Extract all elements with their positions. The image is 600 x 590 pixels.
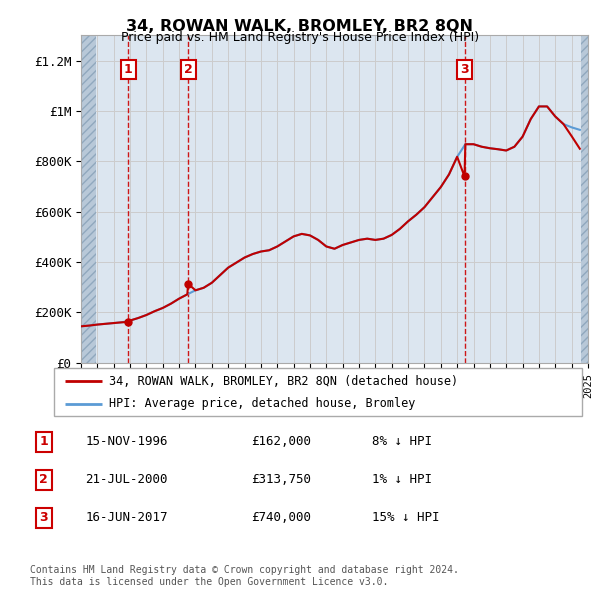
Text: 8% ↓ HPI: 8% ↓ HPI: [372, 435, 432, 448]
Text: £162,000: £162,000: [251, 435, 311, 448]
Text: 1: 1: [40, 435, 48, 448]
Text: 3: 3: [460, 63, 469, 76]
Text: 16-JUN-2017: 16-JUN-2017: [85, 512, 168, 525]
Text: Price paid vs. HM Land Registry's House Price Index (HPI): Price paid vs. HM Land Registry's House …: [121, 31, 479, 44]
Text: 2: 2: [184, 63, 193, 76]
Text: Contains HM Land Registry data © Crown copyright and database right 2024.
This d: Contains HM Land Registry data © Crown c…: [30, 565, 459, 587]
Text: 2: 2: [40, 473, 48, 486]
Text: 34, ROWAN WALK, BROMLEY, BR2 8QN (detached house): 34, ROWAN WALK, BROMLEY, BR2 8QN (detach…: [109, 375, 458, 388]
Text: 15% ↓ HPI: 15% ↓ HPI: [372, 512, 440, 525]
Text: 3: 3: [40, 512, 48, 525]
Text: HPI: Average price, detached house, Bromley: HPI: Average price, detached house, Brom…: [109, 397, 416, 411]
Text: 15-NOV-1996: 15-NOV-1996: [85, 435, 168, 448]
Text: £740,000: £740,000: [251, 512, 311, 525]
Text: 34, ROWAN WALK, BROMLEY, BR2 8QN: 34, ROWAN WALK, BROMLEY, BR2 8QN: [127, 19, 473, 34]
Text: £313,750: £313,750: [251, 473, 311, 486]
Bar: [81, 35, 96, 363]
Text: 1: 1: [124, 63, 133, 76]
Text: 21-JUL-2000: 21-JUL-2000: [85, 473, 168, 486]
FancyBboxPatch shape: [54, 368, 582, 416]
Text: 1% ↓ HPI: 1% ↓ HPI: [372, 473, 432, 486]
Bar: [581, 35, 588, 363]
